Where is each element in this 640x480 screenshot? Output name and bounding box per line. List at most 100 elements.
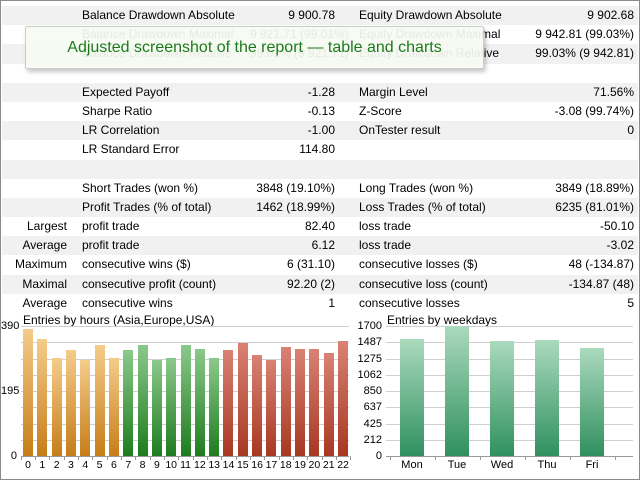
x-axis-label: 10 — [165, 459, 178, 471]
metric-name: OnTester result — [359, 123, 441, 138]
axis-tick — [135, 456, 137, 460]
axis-tick — [264, 456, 266, 460]
bar — [137, 345, 148, 456]
metric-name: loss trade — [359, 238, 412, 253]
metric-name: consecutive losses — [359, 295, 460, 310]
y-axis-label: 425 — [363, 417, 382, 430]
row-prefix: Average — [22, 238, 67, 253]
x-axis-label: Fri — [585, 459, 599, 471]
metric-name: Sharpe Ratio — [82, 103, 153, 118]
row-prefix — [2, 140, 67, 159]
gridline — [21, 342, 349, 344]
report-note-text: Adjusted screenshot of the report — tabl… — [67, 38, 442, 56]
axis-tick — [164, 456, 166, 460]
bar — [309, 349, 320, 456]
table-row: Expected Payoff -1.28 Margin Level 71.56% — [2, 82, 638, 102]
metric-value: -1.00 — [307, 123, 335, 138]
x-axis-line — [386, 456, 633, 457]
axis-tick — [106, 456, 108, 460]
axis-tick — [20, 456, 22, 460]
row-prefix — [2, 6, 67, 25]
metric-name — [359, 140, 519, 159]
row-prefix: Largest — [26, 219, 67, 234]
row-prefix — [2, 121, 67, 140]
metric-name: consecutive profit (count) — [82, 276, 217, 291]
x-axis-label: 19 — [294, 459, 306, 471]
metric-value — [519, 64, 638, 83]
x-axis-label: 7 — [125, 459, 132, 471]
bar — [194, 349, 205, 456]
axis-tick — [350, 456, 352, 460]
table-row: Maximum consecutive wins ($) 6 (31.10) cons… — [2, 255, 638, 274]
charts-panel: Entries by hours (Asia,Europe,USA) Entri… — [1, 313, 639, 479]
row-prefix: Maximum — [14, 257, 67, 272]
metric-name: Equity Drawdown Absolute — [359, 8, 502, 22]
x-axis-label: 12 — [193, 459, 206, 471]
bar — [580, 348, 604, 456]
row-prefix — [2, 102, 67, 121]
table-row: LR Standard Error 114.80 — [2, 140, 638, 159]
metric-value: 99.03% (9 942.81) — [535, 46, 634, 61]
axis-tick — [278, 456, 280, 460]
metric-value: 3849 (18.89%) — [555, 180, 634, 195]
metric-name: Z-Score — [359, 103, 402, 118]
metric-value: -134.87 (48) — [568, 276, 634, 291]
bar — [151, 360, 162, 456]
x-axis-label: 11 — [180, 459, 191, 471]
axis-tick — [434, 456, 436, 460]
axis-tick — [307, 456, 309, 460]
metric-name: profit trade — [82, 219, 140, 234]
bar — [323, 353, 334, 456]
axis-tick — [321, 456, 323, 460]
metric-value: 48 (-134.87) — [568, 257, 634, 272]
table-row: Maximal consecutive profit (count) 92.20 (… — [2, 274, 638, 294]
report-note-overlay: Adjusted screenshot of the report — tabl… — [25, 26, 484, 69]
row-prefix — [2, 83, 67, 102]
metric-name: Short Trades (won %) — [82, 180, 199, 195]
y-axis-label: 850 — [363, 385, 382, 397]
axis-tick — [207, 456, 208, 460]
axis-tick — [149, 456, 151, 460]
axis-tick — [292, 456, 294, 460]
axis-tick — [192, 456, 194, 460]
bar — [23, 328, 33, 456]
metric-value: 9 900.78 — [288, 8, 335, 22]
x-axis-label: 14 — [222, 459, 235, 471]
table-row: Average consecutive wins 1 consecutive loss… — [2, 294, 638, 313]
table-row: LR Correlation -1.00 OnTester result 0 — [2, 121, 638, 141]
metric-name: consecutive loss (count) — [359, 276, 488, 291]
y-axis-label: 0 — [10, 450, 17, 462]
metric-name: Expected Payoff — [82, 84, 170, 99]
metric-value: 0 — [627, 123, 634, 138]
x-axis-label: 5 — [96, 459, 103, 471]
bar — [80, 360, 91, 456]
bar — [37, 338, 48, 456]
bar — [166, 357, 177, 456]
x-axis-label: 21 — [322, 459, 335, 471]
metric-value: 114.80 — [299, 142, 335, 157]
y-axis-label: 195 — [1, 385, 20, 397]
bar — [180, 345, 191, 456]
metric-value: 6235 (81.01%) — [555, 199, 634, 214]
bar — [94, 345, 105, 456]
row-prefix: Maximal — [22, 276, 67, 291]
metric-value: 92.20 (2) — [286, 276, 335, 291]
axis-tick — [78, 456, 80, 460]
metric-value: 3848 (19.10%) — [256, 180, 335, 195]
weekdays-chart-title: Entries by weekdays — [387, 313, 498, 327]
table-row: Largest profit trade 82.40 loss trade -50.10 — [2, 217, 638, 236]
metric-value: 6.12 — [311, 238, 335, 253]
metric-value: 1 — [328, 295, 335, 310]
axis-tick — [235, 456, 237, 460]
bar — [123, 350, 134, 456]
metric-value: -3.08 (99.74%) — [554, 103, 634, 118]
metric-name — [67, 160, 250, 179]
metric-name: Long Trades (won %) — [359, 180, 474, 195]
axis-tick — [63, 456, 65, 460]
axis-tick — [121, 456, 123, 460]
x-axis-line — [21, 456, 349, 457]
metric-value: -50.10 — [599, 219, 634, 234]
table-row: Balance Drawdown Absolute 9 900.78 Equity … — [2, 6, 638, 26]
x-axis-label: 17 — [265, 459, 278, 471]
x-axis-label: 3 — [68, 459, 74, 471]
